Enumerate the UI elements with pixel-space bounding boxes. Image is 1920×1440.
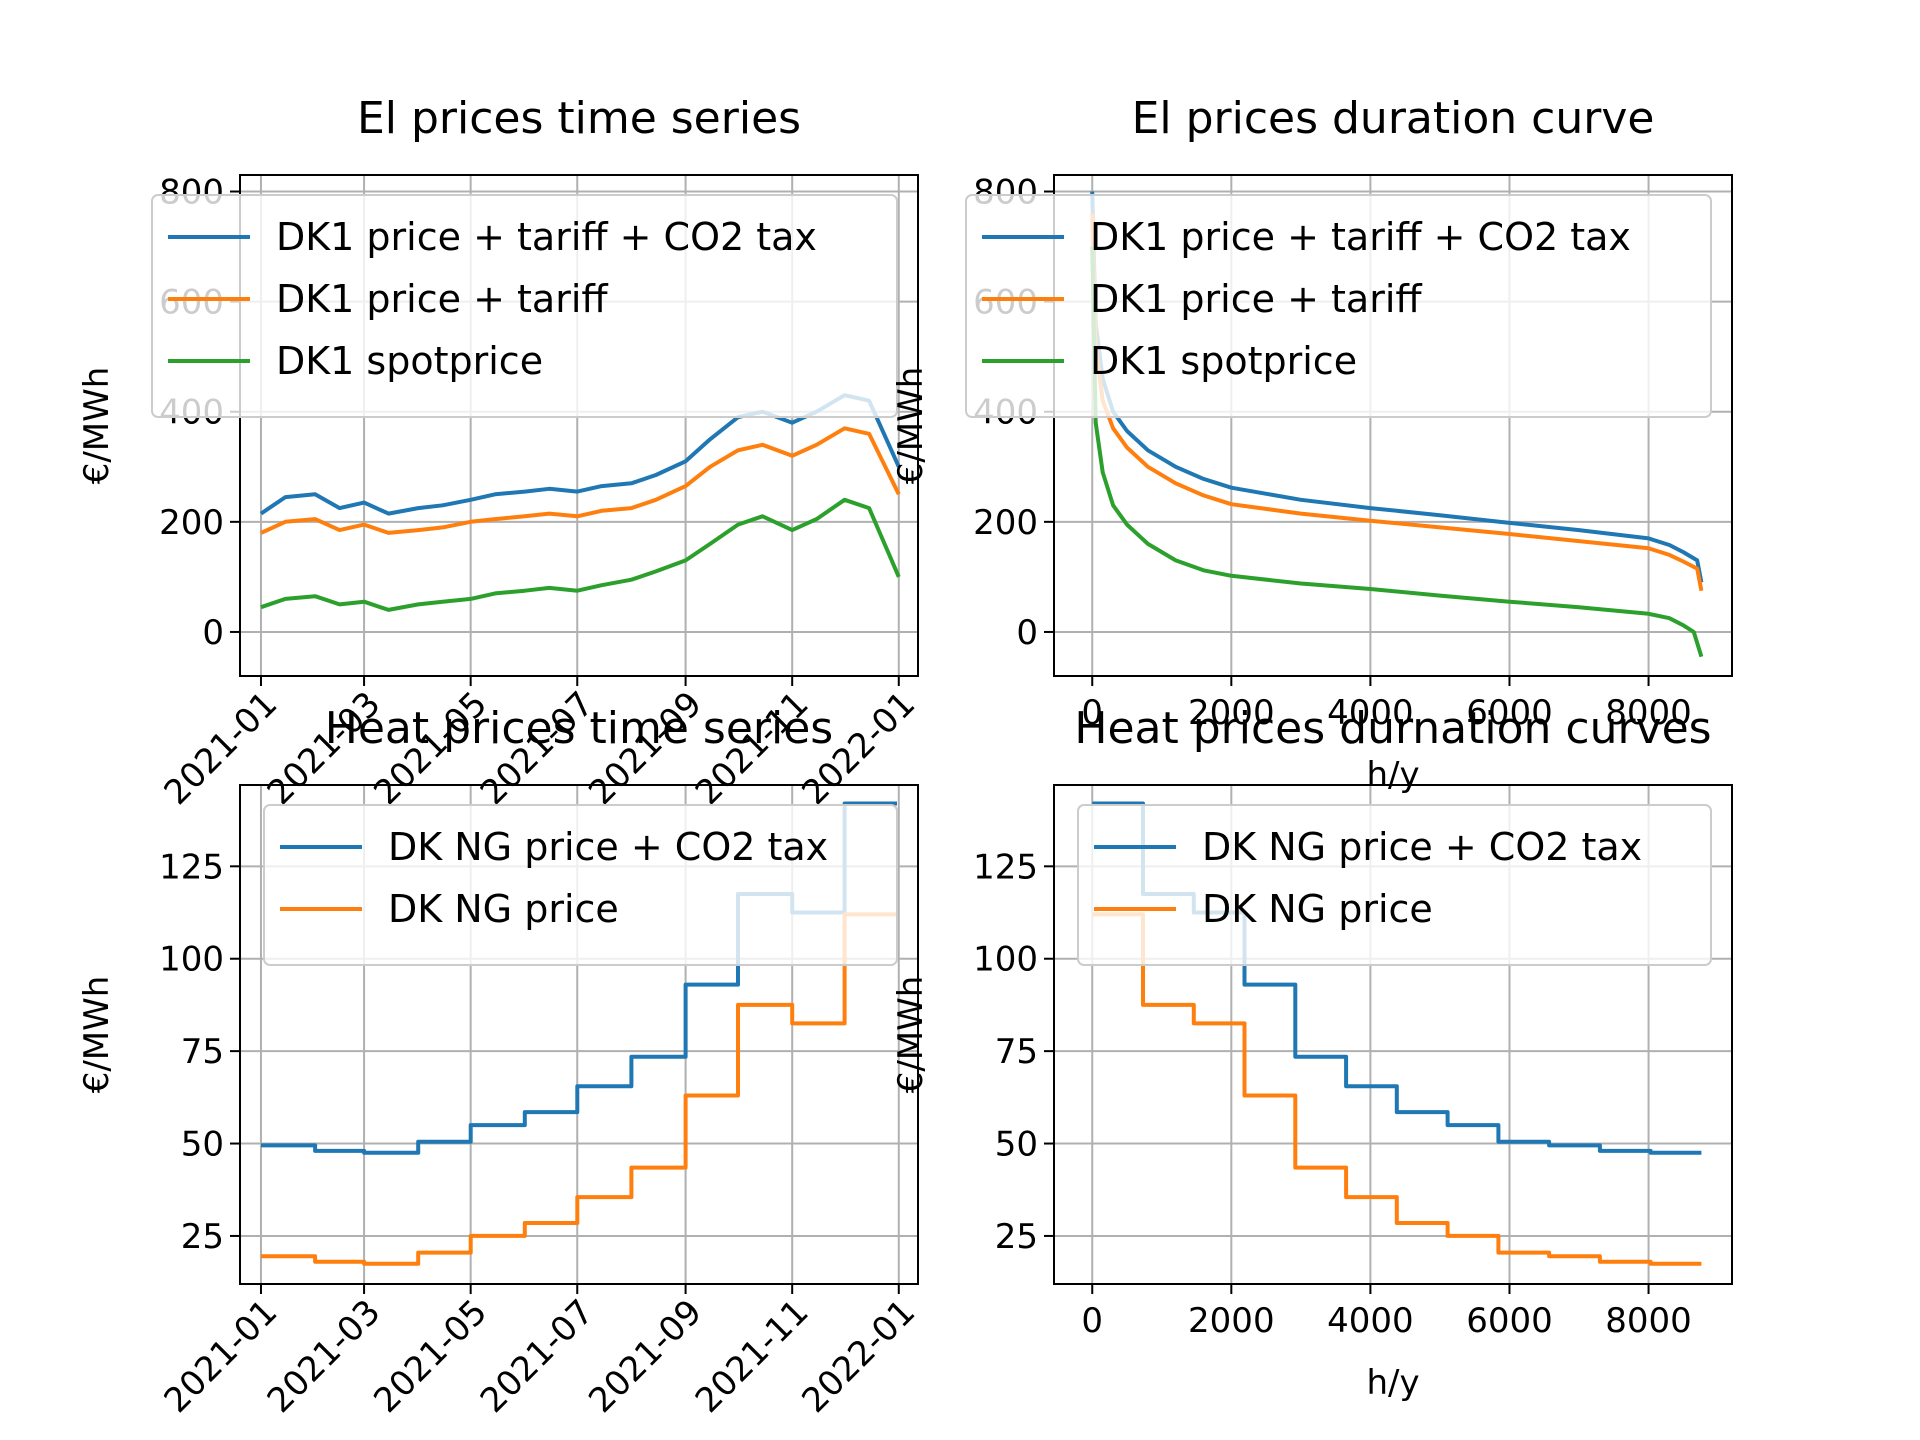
legend-entry-label: DK NG price + CO2 tax [388,825,828,869]
legend-box [151,194,898,418]
chart-title: Heat prices time series [325,703,833,754]
axes-frame [239,174,919,677]
series-line-2 [261,912,897,1266]
y-axis-label: €/MWh [891,976,931,1094]
legend: DK1 price + tariff + CO2 tax DK1 price + … [965,194,1712,418]
legend-entry-label: DK1 spotprice [276,339,543,383]
legend-box [1077,804,1712,966]
y-tick-label: 200 [973,503,1038,543]
axes-frame [239,784,919,1285]
x-tick-label: 0 [1081,1301,1103,1341]
legend-entry-label: DK1 price + tariff [1090,277,1422,321]
series-line-2 [1090,213,1704,592]
y-tick-label: 25 [995,1217,1038,1257]
x-tick-label: 6000 [1466,693,1553,733]
x-tick-label: 2000 [1188,1301,1275,1341]
legend: DK NG price + CO2 tax DK NG price [263,804,898,966]
chart-title: El prices time series [357,93,801,144]
legend-entry-label: DK NG price + CO2 tax [1202,825,1642,869]
chart-title: El prices duration curve [1132,93,1655,144]
chart-title: Heat prices durnation curves [1074,703,1711,754]
y-tick-label: 125 [159,847,224,887]
y-tick-label: 100 [159,940,224,980]
x-tick-label: 2000 [1188,693,1275,733]
series-line-2 [1092,912,1702,1266]
y-tick-label: 50 [181,1125,224,1165]
axes-frame [1053,784,1733,1285]
y-tick-label: 50 [995,1125,1038,1165]
x-tick-label: 8000 [1605,693,1692,733]
legend-entry-label: DK NG price [388,887,619,931]
legend: DK NG price + CO2 tax DK NG price [1077,804,1712,966]
x-tick-label: 6000 [1466,1301,1553,1341]
x-tick-label: 4000 [1327,1301,1414,1341]
legend: DK1 price + tariff + CO2 tax DK1 price + … [151,194,898,418]
legend-entry-label: DK1 price + tariff [276,277,608,321]
y-axis-label: €/MWh [891,367,931,485]
legend-entry-label: DK1 spotprice [1090,339,1357,383]
legend-box [965,194,1712,418]
legend-box [263,804,898,966]
legend-entry-label: DK1 price + tariff + CO2 tax [276,215,817,259]
x-tick-label: 8000 [1605,1301,1692,1341]
series-line-3 [260,497,901,612]
y-tick-label: 0 [1016,613,1038,653]
y-tick-label: 75 [181,1032,224,1072]
chart-panel-4: 0 2000 4000 6000 8000255075100125€/MWhh/yHea… [891,703,1733,1403]
series-line-1 [259,393,901,516]
chart-panel-2: 020004000600080000200400600800€/MWhh/yEl… [891,93,1733,795]
y-tick-label: 100 [973,940,1038,980]
legend-entry-label: DK1 price + tariff + CO2 tax [1090,215,1631,259]
x-axis-label: h/y [1366,755,1419,795]
y-tick-label: 75 [995,1032,1038,1072]
series-line-2 [260,426,901,535]
y-tick-label: 200 [159,503,224,543]
y-tick-label: 125 [973,847,1038,887]
y-tick-label: 25 [181,1217,224,1257]
x-axis-label: h/y [1366,1363,1419,1403]
legend-entry-label: DK NG price [1202,887,1433,931]
y-axis-label: €/MWh [77,367,117,485]
y-tick-label: 0 [202,613,224,653]
x-tick-label: 4000 [1327,693,1414,733]
y-axis-label: €/MWh [77,976,117,1094]
axes-frame [1053,174,1733,677]
series-line-3 [1090,246,1704,658]
x-tick-label: 0 [1081,693,1103,733]
